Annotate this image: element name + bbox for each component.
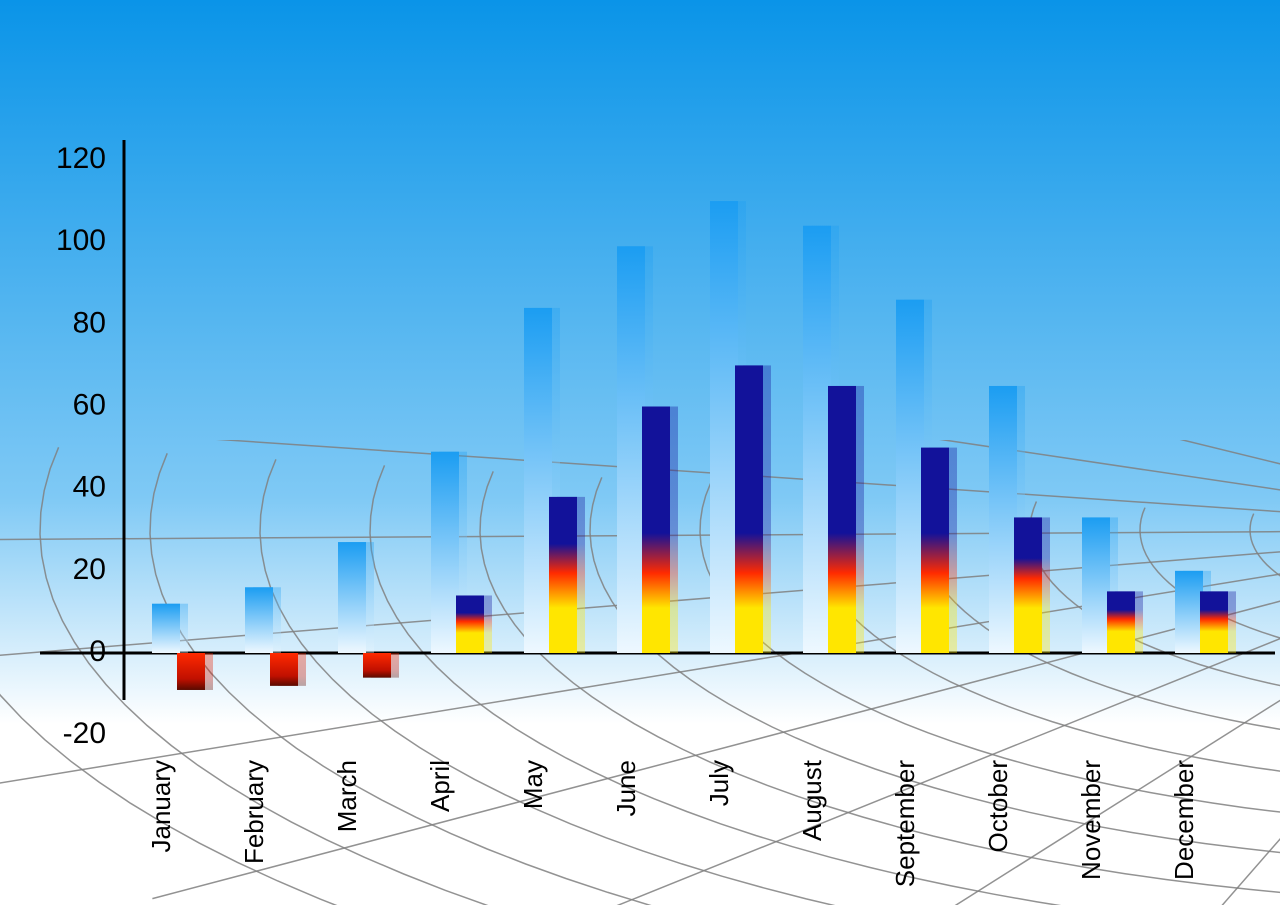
- bar-series-a: [1175, 571, 1203, 653]
- x-category-label: December: [1169, 760, 1199, 880]
- bar-series-b: [735, 365, 763, 653]
- x-category-label: June: [611, 760, 641, 816]
- chart-container: -20 0 20 40 60 80 100 120 January February March Ap…: [0, 0, 1280, 905]
- bar-series-b: [828, 386, 856, 653]
- x-category-label: October: [983, 760, 1013, 853]
- bar-series-a: [896, 300, 924, 653]
- x-category-label: August: [797, 759, 827, 841]
- bar-series-a: [338, 542, 366, 653]
- bar-series-a: [803, 226, 831, 653]
- y-tick-label: 100: [56, 224, 106, 257]
- y-tick-label: -20: [63, 717, 106, 750]
- bar-series-a: [245, 587, 273, 653]
- bar-series-b: [177, 653, 205, 690]
- bar-series-a: [1082, 517, 1110, 653]
- y-tick-label: 0: [89, 635, 106, 668]
- bar-series-b: [456, 595, 484, 653]
- bar-series-a: [710, 201, 738, 653]
- bar-series-b: [549, 497, 577, 653]
- y-tick-label: 80: [73, 306, 106, 339]
- bar-series-a: [617, 246, 645, 653]
- x-category-label: November: [1076, 760, 1106, 880]
- x-category-label: January: [146, 760, 176, 853]
- bar-series-b: [642, 407, 670, 654]
- x-category-label: May: [518, 760, 548, 809]
- x-category-label: September: [890, 760, 920, 888]
- bar-series-b: [270, 653, 298, 686]
- bar-series-b: [1107, 591, 1135, 653]
- x-category-label: March: [332, 760, 362, 832]
- x-category-label: July: [704, 760, 734, 806]
- bar-chart-svg: -20 0 20 40 60 80 100 120 January February March Ap…: [0, 0, 1280, 905]
- bar-series-b: [363, 653, 391, 678]
- y-tick-label: 120: [56, 142, 106, 175]
- bar-series-b: [1200, 591, 1228, 653]
- x-category-label: April: [425, 760, 455, 812]
- bar-series-a: [524, 308, 552, 653]
- bar-series-a: [989, 386, 1017, 653]
- bar-series-a: [152, 604, 180, 653]
- y-tick-label: 20: [73, 553, 106, 586]
- y-tick-label: 60: [73, 388, 106, 421]
- x-category-label: February: [239, 760, 269, 864]
- bar-series-b: [1014, 517, 1042, 653]
- y-tick-label: 40: [73, 471, 106, 504]
- bar-series-a: [431, 452, 459, 653]
- bar-series-b: [921, 448, 949, 653]
